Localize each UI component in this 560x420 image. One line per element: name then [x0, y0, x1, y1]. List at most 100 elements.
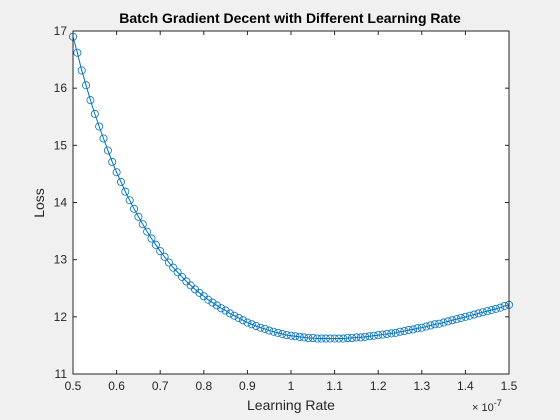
data-point [151, 240, 160, 249]
data-point [186, 281, 195, 290]
data-point [156, 247, 165, 256]
data-point [143, 227, 152, 236]
data-point [500, 301, 509, 310]
data-point [348, 333, 357, 342]
data-point [77, 66, 86, 75]
data-point [356, 333, 365, 342]
data-point [221, 306, 230, 315]
data-point [400, 327, 409, 336]
data-point [491, 304, 500, 313]
plot-area [73, 31, 509, 374]
data-point [116, 177, 125, 186]
data-point [443, 317, 452, 326]
data-point [177, 272, 186, 281]
y-tick-label: 15 [54, 138, 68, 152]
data-point [73, 48, 82, 57]
x-tick-label: 1.4 [457, 379, 474, 393]
data-point [374, 331, 383, 340]
data-point [134, 212, 143, 221]
data-point [147, 234, 156, 243]
data-point [256, 323, 265, 332]
data-point [295, 332, 304, 341]
data-point [465, 311, 474, 320]
x-tick-label: 0.8 [195, 379, 212, 393]
data-point [413, 324, 422, 333]
data-point [496, 303, 505, 312]
data-point [369, 331, 378, 340]
data-point [169, 263, 178, 272]
data-point [426, 321, 435, 330]
data-point [208, 298, 217, 307]
data-point [417, 323, 426, 332]
data-point [239, 316, 248, 325]
y-tick-label: 13 [54, 253, 68, 267]
data-point [304, 333, 313, 342]
y-tick-label: 14 [54, 196, 68, 210]
x-tick-label: 0.5 [65, 379, 82, 393]
data-point [439, 318, 448, 327]
data-point [212, 301, 221, 310]
y-tick-label: 17 [54, 24, 68, 38]
x-tick-label: 1 [288, 379, 295, 393]
data-point [430, 320, 439, 329]
ticks-layer: 0.5 0.6 0.7 0.8 0.9 1 1.1 1.2 1.3 1.4 1.5 11 12 13 14 1… [54, 24, 518, 393]
data-point [343, 333, 352, 342]
x-multiplier-exp: -7 [494, 398, 502, 408]
data-point [352, 333, 361, 342]
data-point [217, 304, 226, 313]
data-point [103, 146, 112, 155]
y-tick-label: 16 [54, 81, 68, 95]
data-point [317, 334, 326, 343]
data-point [313, 334, 322, 343]
data-point [182, 277, 191, 286]
data-point [269, 327, 278, 336]
y-tick-label: 11 [55, 367, 68, 381]
data-point [474, 309, 483, 318]
data-point [278, 329, 287, 338]
data-point [82, 81, 91, 90]
data-point [422, 322, 431, 331]
data-point [448, 316, 457, 325]
data-point [435, 319, 444, 328]
data-point [243, 318, 252, 327]
data-point [461, 312, 470, 321]
data-point [382, 329, 391, 338]
x-tick-label: 1.5 [501, 379, 518, 393]
chart-title: Batch Gradient Decent with Different Lea… [119, 10, 461, 26]
series-line-0 [72, 36, 510, 340]
data-point [452, 315, 461, 324]
data-point [326, 334, 335, 343]
data-point [86, 96, 95, 105]
series-layer [69, 32, 513, 343]
plot-frame [72, 30, 510, 375]
data-point [95, 122, 104, 131]
data-point [334, 334, 343, 343]
data-point [138, 220, 147, 229]
y-tick-label: 12 [54, 310, 68, 324]
data-point [164, 258, 173, 267]
data-point [125, 196, 134, 205]
data-point [273, 328, 282, 337]
data-point [291, 332, 300, 341]
data-point [130, 204, 139, 213]
x-tick-label: 0.9 [239, 379, 256, 393]
data-point [409, 325, 418, 334]
data-point [487, 305, 496, 314]
data-point [365, 332, 374, 341]
data-point [286, 331, 295, 340]
data-point [483, 307, 492, 316]
x-tick-label: 1.2 [370, 379, 387, 393]
data-point [225, 309, 234, 318]
data-point [234, 313, 243, 322]
data-point [160, 252, 169, 261]
data-point [247, 320, 256, 329]
data-point [252, 321, 261, 330]
data-point [321, 334, 330, 343]
data-point [173, 268, 182, 277]
x-tick-label: 0.7 [152, 379, 169, 393]
data-point [457, 313, 466, 322]
data-point [121, 187, 130, 196]
data-point [90, 109, 99, 118]
data-point [108, 157, 117, 166]
